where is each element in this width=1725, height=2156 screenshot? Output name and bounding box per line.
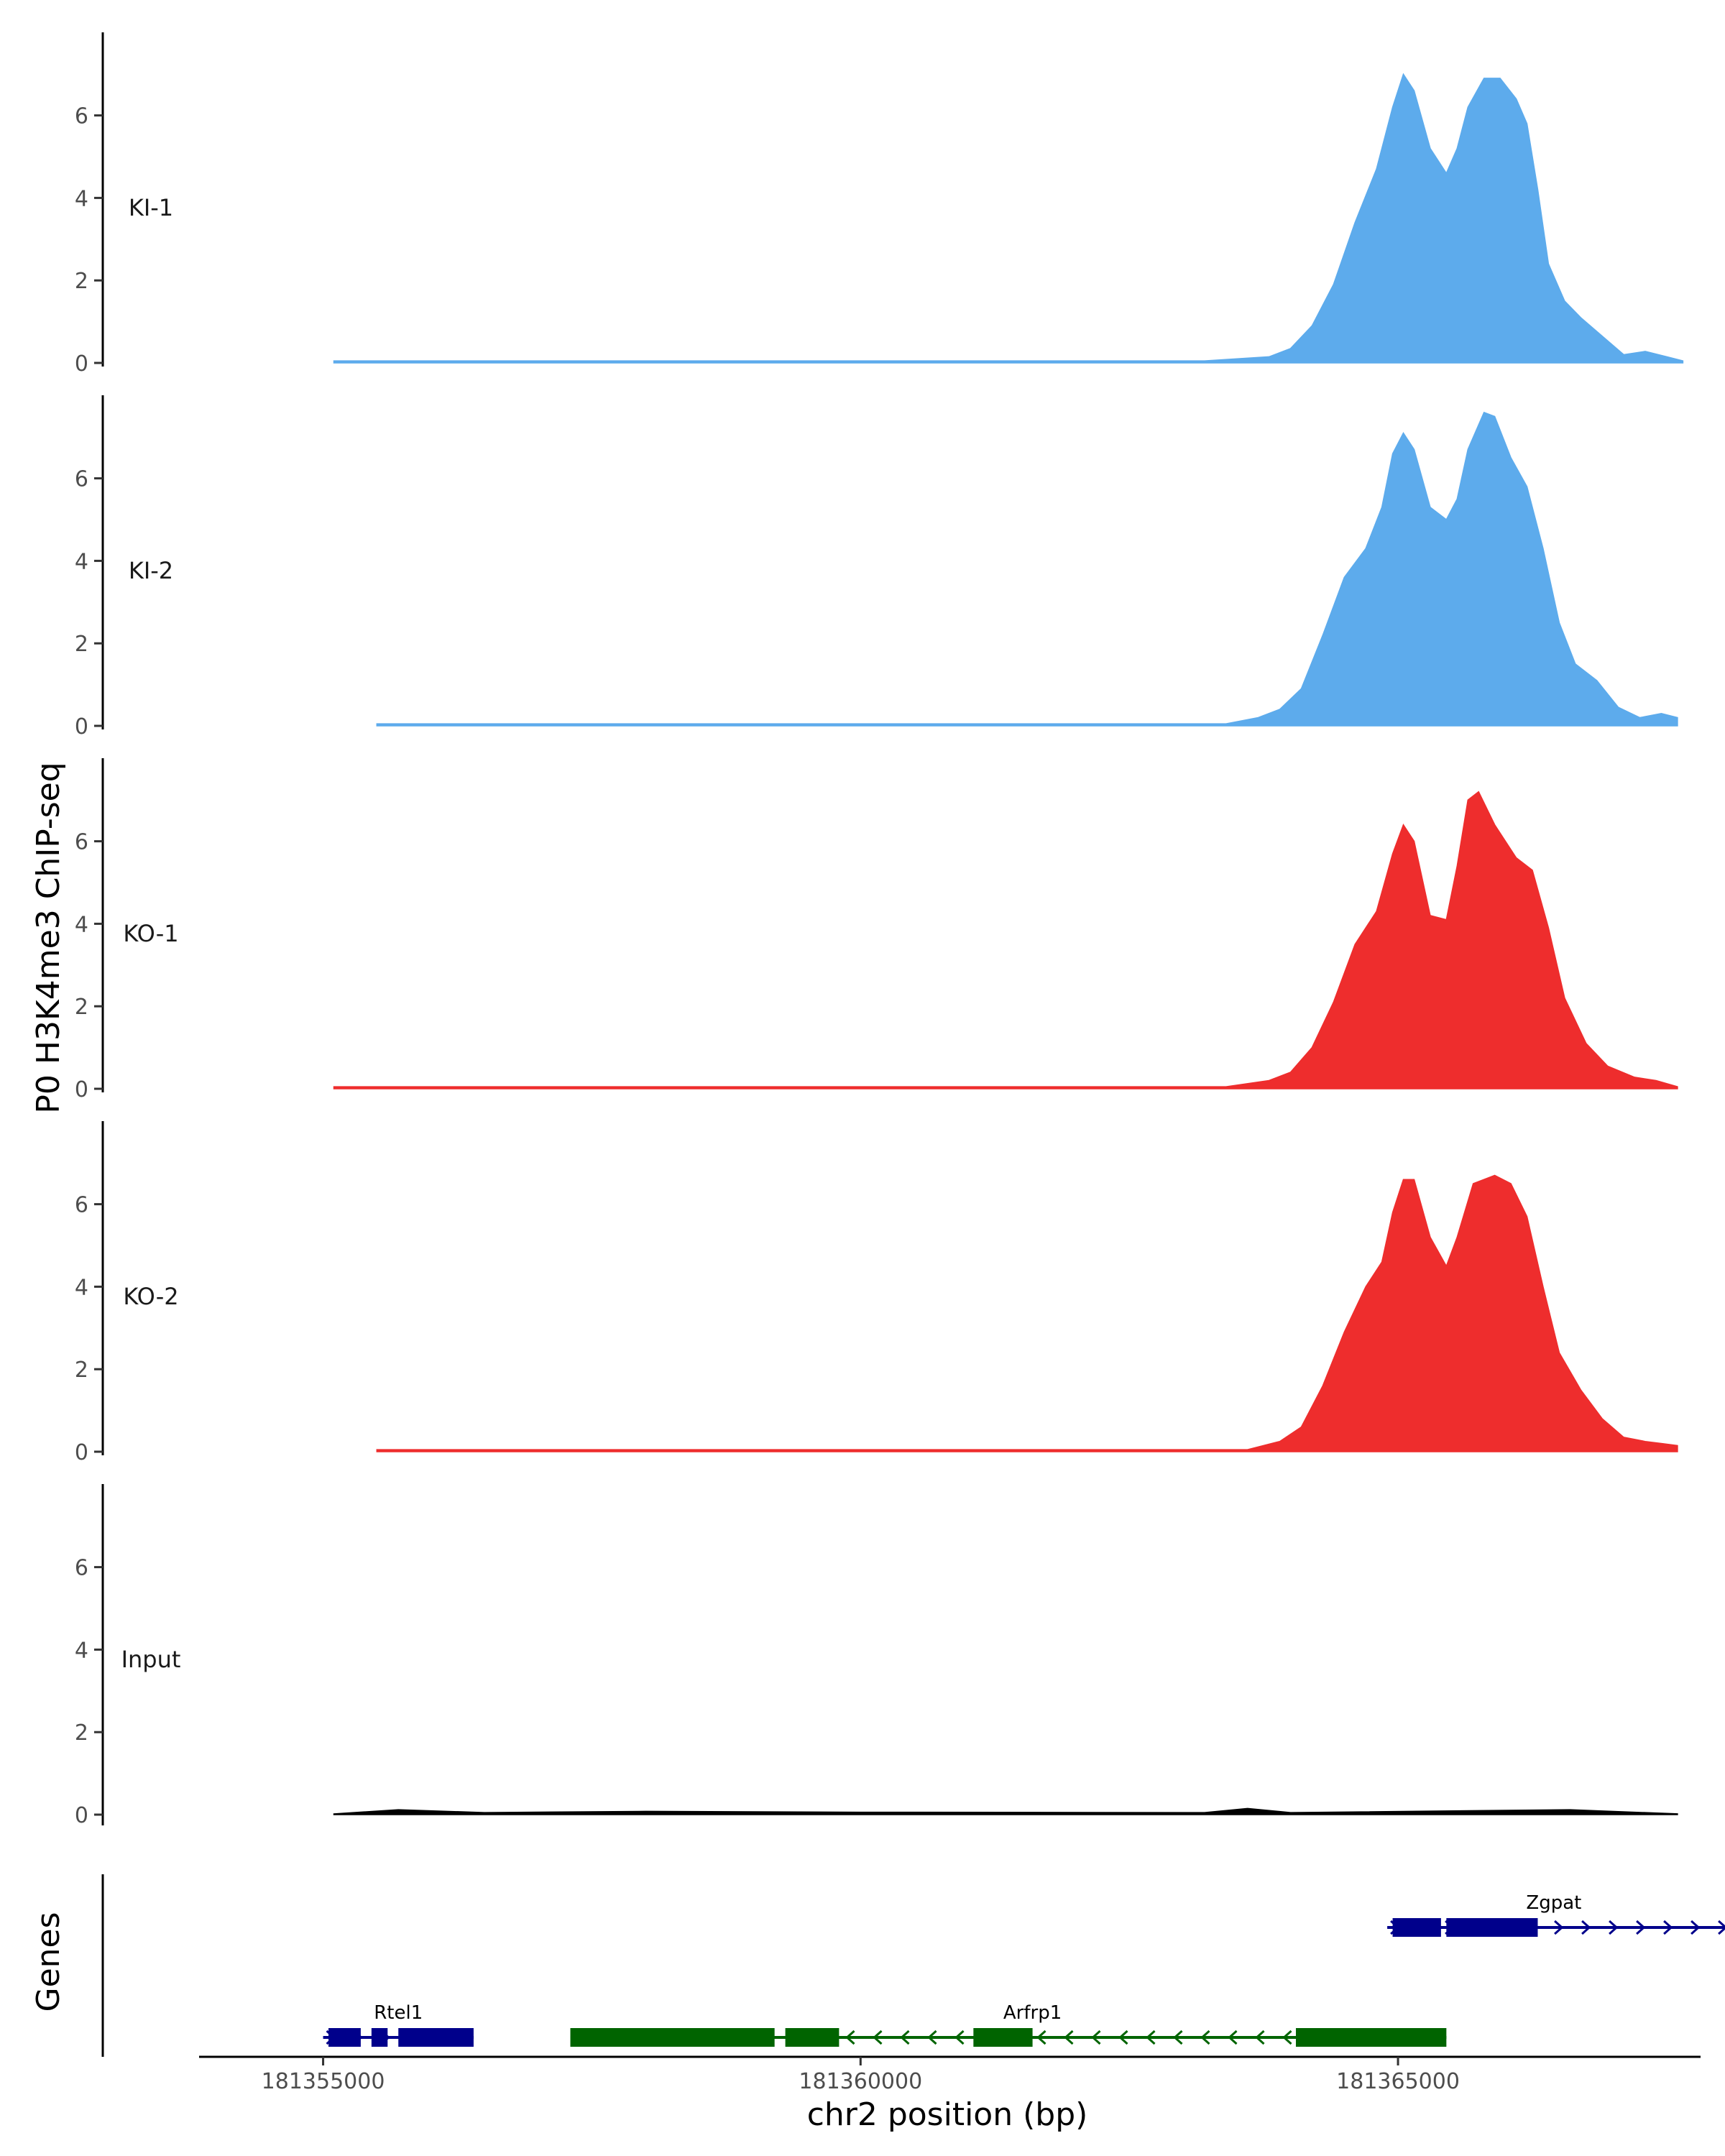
y-tick-label: 0	[75, 714, 88, 740]
strand-arrow-icon	[1173, 2030, 1183, 2045]
strand-arrow-icon	[900, 2030, 910, 2045]
strand-arrow-icon	[1663, 1920, 1673, 1935]
y-tick-label: 2	[75, 995, 88, 1020]
strand-arrow-icon	[1581, 1920, 1591, 1935]
coverage-area-ki-2	[376, 411, 1678, 727]
y-tick-label: 4	[75, 1638, 88, 1663]
y-tick-label: 6	[75, 1193, 88, 1218]
strand-arrow-icon	[1200, 2030, 1210, 2045]
x-tick-label: 181360000	[799, 2069, 922, 2094]
track-ki-1: 0 2 4 6 KI-1	[75, 32, 1684, 377]
gene-exon	[398, 2028, 474, 2047]
y-tick-label: 0	[75, 351, 88, 377]
track-label: KI-1	[129, 194, 173, 221]
strand-arrow-icon	[1609, 1920, 1619, 1935]
gene-rtel1: Rtel1	[323, 2002, 474, 2047]
y-tick-label: 6	[75, 467, 88, 492]
strand-arrow-icon	[845, 2030, 855, 2045]
y-tick-label: 6	[75, 830, 88, 855]
coverage-tracks: 0 2 4 6 KI-1 0 2 4 6 KI-2 0 2 4 6 KO-1 0 2 4 6 KO-2 0 2 4 6 Inpu…	[75, 32, 1684, 1828]
strand-arrow-icon	[1091, 2030, 1101, 2045]
strand-arrow-icon	[1718, 1920, 1725, 1935]
track-ko-2: 0 2 4 6 KO-2	[75, 1121, 1678, 1465]
strand-arrow-icon	[1690, 1920, 1701, 1935]
y-tick-label: 6	[75, 1556, 88, 1581]
gene-exon	[785, 2028, 840, 2047]
strand-arrow-icon	[1554, 1920, 1564, 1935]
y-tick-label: 4	[75, 912, 88, 937]
coverage-area-ko-2	[376, 1174, 1678, 1452]
track-label: KO-1	[123, 920, 178, 947]
gene-zgpat: Zgpat	[1387, 1892, 1725, 1937]
track-ki-2: 0 2 4 6 KI-2	[75, 395, 1678, 740]
track-label: KI-2	[129, 557, 173, 584]
y-tick-label: 2	[75, 1358, 88, 1383]
gene-exon	[1295, 2028, 1447, 2047]
y-axis-title: P0 H3K4me3 ChIP-seq	[30, 762, 67, 1113]
y-tick-label: 2	[75, 269, 88, 294]
x-axis: 181355000 181360000 181365000	[199, 2055, 1701, 2094]
strand-arrow-icon	[873, 2030, 883, 2045]
y-tick-label: 0	[75, 1440, 88, 1465]
gene-arfrp1: Arfrp1	[570, 2002, 1447, 2047]
y-tick-label: 6	[75, 104, 88, 129]
x-tick-label: 181365000	[1336, 2069, 1460, 2094]
coverage-area-ko-1	[333, 791, 1678, 1089]
strand-arrow-icon	[1255, 2030, 1265, 2045]
gene-exon	[1392, 1918, 1441, 1937]
y-tick-label: 4	[75, 1275, 88, 1300]
gene-exon	[973, 2028, 1033, 2047]
track-ko-1: 0 2 4 6 KO-1	[75, 758, 1678, 1102]
strand-arrow-icon	[1282, 2030, 1292, 2045]
gene-exon	[570, 2028, 775, 2047]
y-tick-label: 0	[75, 1803, 88, 1828]
y-tick-label: 2	[75, 632, 88, 657]
strand-arrow-icon	[1118, 2030, 1128, 2045]
gene-exon	[328, 2028, 361, 2047]
y-tick-label: 4	[75, 549, 88, 574]
gene-label: Rtel1	[374, 2002, 423, 2024]
strand-arrow-icon	[1636, 1920, 1646, 1935]
gene-annotation-panel: Rtel1 Arfrp1 Zgpat	[101, 1874, 1725, 2057]
strand-arrow-icon	[954, 2030, 965, 2045]
track-input: 0 2 4 6 Input	[75, 1484, 1678, 1828]
genes-axis-title: Genes	[30, 1912, 67, 2012]
y-tick-label: 4	[75, 186, 88, 211]
strand-arrow-icon	[1064, 2030, 1074, 2045]
track-label: Input	[121, 1646, 181, 1673]
strand-arrow-icon	[1036, 2030, 1046, 2045]
x-axis-title: chr2 position (bp)	[807, 2096, 1088, 2133]
y-tick-label: 0	[75, 1077, 88, 1102]
track-label: KO-2	[123, 1283, 178, 1310]
coverage-area-input	[333, 1807, 1678, 1815]
gene-label: Zgpat	[1526, 1892, 1581, 1914]
strand-arrow-icon	[1228, 2030, 1238, 2045]
coverage-area-ki-1	[333, 73, 1684, 364]
gene-exon	[371, 2028, 388, 2047]
strand-arrow-icon	[927, 2030, 937, 2045]
gene-exon	[1446, 1918, 1538, 1937]
x-tick-label: 181355000	[262, 2069, 385, 2094]
strand-arrow-icon	[1146, 2030, 1156, 2045]
gene-label: Arfrp1	[1003, 2002, 1062, 2024]
y-tick-label: 2	[75, 1720, 88, 1746]
